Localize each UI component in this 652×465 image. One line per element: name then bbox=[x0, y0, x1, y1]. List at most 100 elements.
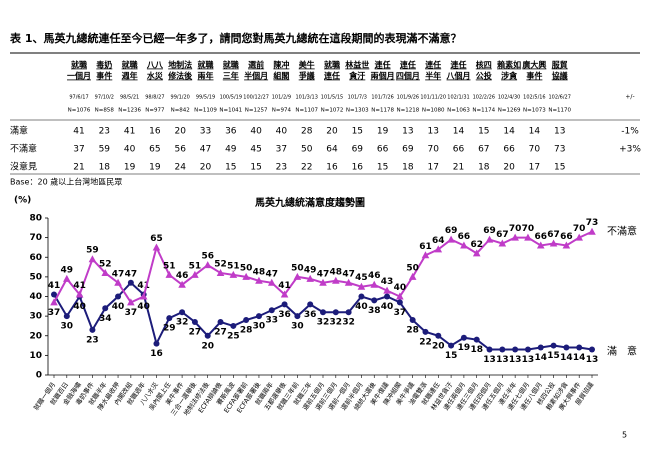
point bbox=[230, 322, 237, 329]
column-header: 就職 bbox=[71, 60, 87, 70]
data-label: 22 bbox=[419, 337, 432, 347]
data-label: 18 bbox=[470, 345, 483, 355]
data-label: 32 bbox=[176, 318, 189, 328]
data-label: 16 bbox=[150, 349, 163, 359]
data-label: 20 bbox=[201, 341, 214, 351]
cell: 40 bbox=[276, 127, 288, 137]
column-header: 就職 bbox=[122, 60, 138, 70]
data-label: 49 bbox=[304, 265, 317, 275]
cell: 41 bbox=[73, 127, 84, 137]
column-n: N=1174 bbox=[472, 108, 495, 114]
point bbox=[473, 336, 480, 343]
page-number: 5 bbox=[622, 431, 627, 440]
point bbox=[562, 241, 571, 249]
cell: 15 bbox=[478, 127, 489, 137]
cell: 41 bbox=[124, 127, 135, 137]
point bbox=[293, 272, 302, 280]
data-label: 50 bbox=[240, 263, 253, 273]
column-header: 半年 bbox=[425, 71, 441, 81]
base-note: Base：20 歲以上台灣地區民眾 bbox=[10, 177, 122, 187]
cell: 17 bbox=[529, 163, 540, 173]
point bbox=[384, 293, 391, 300]
series-name: 不滿意 bbox=[607, 225, 637, 238]
data-label: 33 bbox=[265, 316, 278, 326]
cell: 24 bbox=[174, 163, 186, 173]
data-label: 13 bbox=[496, 355, 509, 365]
column-n: N=1109 bbox=[194, 108, 217, 114]
point bbox=[114, 278, 122, 286]
point bbox=[88, 255, 97, 263]
cell: 18 bbox=[99, 163, 111, 173]
column-header: 地制法 bbox=[168, 60, 192, 70]
point bbox=[50, 298, 58, 306]
data-label: 66 bbox=[534, 232, 547, 242]
point bbox=[396, 292, 404, 300]
data-label: 49 bbox=[61, 265, 74, 275]
column-header: 事件 bbox=[96, 71, 112, 81]
data-label: 37 bbox=[125, 308, 138, 318]
data-label: 46 bbox=[368, 271, 381, 281]
point bbox=[101, 268, 110, 276]
point bbox=[576, 344, 583, 351]
point bbox=[358, 293, 365, 300]
point bbox=[179, 309, 186, 316]
point bbox=[229, 270, 238, 278]
data-label: 66 bbox=[458, 232, 471, 242]
column-n: N=1178 bbox=[371, 108, 394, 114]
column-date: 102/6/27 bbox=[548, 95, 570, 101]
point bbox=[242, 272, 250, 280]
column-header: 廣大興 bbox=[522, 60, 546, 70]
cell: 15 bbox=[352, 127, 363, 137]
data-label: 48 bbox=[330, 267, 343, 277]
data-label: 38 bbox=[368, 306, 381, 316]
column-date: 102/5/16 bbox=[523, 95, 545, 101]
column-header: 週年 bbox=[122, 71, 138, 81]
point bbox=[575, 233, 583, 241]
column-header: 公投 bbox=[476, 71, 492, 81]
point bbox=[152, 243, 161, 251]
point bbox=[255, 313, 262, 320]
data-label: 69 bbox=[445, 226, 458, 236]
column-header: 選前 bbox=[248, 60, 264, 70]
change-header: +/- bbox=[625, 94, 634, 101]
data-label: 56 bbox=[201, 252, 214, 262]
column-header: 一個月 bbox=[67, 71, 91, 81]
y-tick-label: 80 bbox=[29, 214, 42, 224]
point bbox=[216, 268, 225, 276]
point bbox=[281, 301, 288, 308]
data-label: 62 bbox=[470, 240, 483, 250]
point bbox=[408, 272, 417, 280]
column-header: 三年 bbox=[223, 71, 239, 81]
point bbox=[127, 279, 134, 286]
row-label: 沒意見 bbox=[10, 161, 37, 173]
point bbox=[588, 227, 596, 235]
data-label: 65 bbox=[150, 234, 163, 244]
column-header: 兩年 bbox=[198, 71, 214, 81]
point bbox=[203, 261, 212, 269]
cell: 20 bbox=[200, 163, 212, 173]
data-label: 28 bbox=[240, 326, 253, 336]
data-label: 13 bbox=[483, 355, 496, 365]
point bbox=[75, 290, 84, 298]
data-label: 30 bbox=[253, 322, 266, 332]
cell: 64 bbox=[326, 145, 338, 155]
cell: 66 bbox=[453, 145, 465, 155]
y-tick-label: 50 bbox=[29, 272, 42, 282]
change-cell: +3% bbox=[619, 145, 641, 155]
cell: 47 bbox=[200, 145, 211, 155]
y-tick-label: 40 bbox=[29, 292, 42, 302]
column-date: 102/2/26 bbox=[473, 95, 495, 101]
column-header: 組閣 bbox=[273, 71, 289, 81]
data-label: 47 bbox=[342, 269, 355, 279]
data-label: 66 bbox=[560, 232, 573, 242]
data-label: 64 bbox=[432, 236, 445, 246]
data-label: 70 bbox=[522, 224, 535, 234]
point bbox=[511, 233, 519, 241]
column-n: N=1073 bbox=[523, 108, 546, 114]
cell: 21 bbox=[73, 163, 84, 173]
data-label: 41 bbox=[278, 281, 291, 291]
column-header: 爭議 bbox=[299, 71, 315, 81]
cell: 66 bbox=[503, 145, 515, 155]
